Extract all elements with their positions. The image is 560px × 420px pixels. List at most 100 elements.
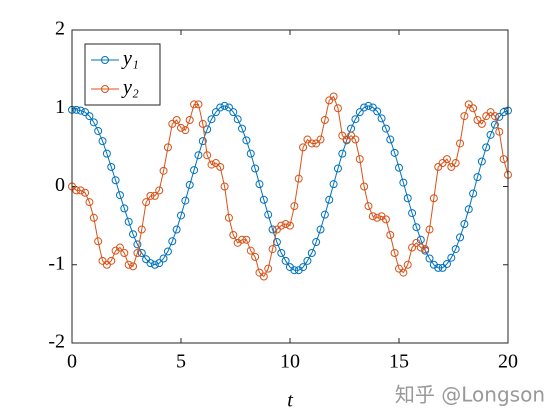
point bbox=[386, 231, 395, 240]
point bbox=[403, 194, 412, 203]
point bbox=[129, 230, 138, 239]
point bbox=[238, 235, 247, 244]
point bbox=[395, 264, 403, 273]
point bbox=[316, 225, 325, 234]
point bbox=[395, 163, 403, 172]
point bbox=[333, 164, 342, 173]
point bbox=[277, 249, 286, 258]
point bbox=[194, 100, 203, 109]
point bbox=[168, 119, 177, 128]
point bbox=[76, 106, 85, 115]
point bbox=[185, 180, 194, 189]
point bbox=[325, 96, 334, 105]
point bbox=[133, 249, 142, 258]
point bbox=[412, 238, 421, 247]
point bbox=[115, 243, 124, 252]
point bbox=[303, 256, 312, 265]
point bbox=[85, 198, 94, 207]
point bbox=[150, 260, 159, 269]
point bbox=[207, 115, 216, 124]
point bbox=[107, 162, 116, 171]
point bbox=[190, 166, 199, 175]
point bbox=[216, 162, 225, 171]
point bbox=[460, 220, 469, 229]
point bbox=[220, 182, 229, 191]
point bbox=[425, 225, 434, 234]
point bbox=[338, 149, 347, 158]
point bbox=[299, 143, 308, 152]
point bbox=[495, 127, 504, 136]
point bbox=[198, 119, 207, 128]
point bbox=[172, 225, 181, 234]
point bbox=[425, 254, 434, 263]
point bbox=[473, 115, 482, 124]
point bbox=[264, 210, 273, 219]
point bbox=[312, 238, 321, 247]
y-tick-label: 1 bbox=[55, 96, 65, 118]
point bbox=[233, 115, 242, 124]
series bbox=[68, 101, 512, 275]
point bbox=[268, 225, 277, 234]
point bbox=[490, 120, 499, 129]
point bbox=[325, 195, 334, 204]
point bbox=[473, 173, 482, 182]
point bbox=[102, 260, 111, 269]
point bbox=[76, 186, 85, 195]
point bbox=[477, 119, 486, 128]
point bbox=[98, 137, 107, 146]
point bbox=[272, 238, 281, 247]
point bbox=[177, 123, 185, 132]
point bbox=[290, 266, 299, 275]
point bbox=[81, 108, 90, 117]
point bbox=[163, 143, 172, 152]
point bbox=[142, 198, 151, 207]
point bbox=[299, 263, 308, 272]
point bbox=[486, 108, 495, 117]
point bbox=[355, 108, 364, 117]
point bbox=[451, 245, 460, 254]
point bbox=[355, 155, 364, 164]
point bbox=[408, 243, 417, 252]
point bbox=[377, 114, 386, 123]
point bbox=[181, 196, 190, 205]
point bbox=[408, 209, 417, 218]
point bbox=[307, 139, 316, 148]
point bbox=[207, 160, 216, 169]
point bbox=[124, 260, 133, 269]
point bbox=[155, 186, 164, 195]
point bbox=[316, 135, 325, 144]
y-tick-label: -1 bbox=[48, 252, 65, 274]
point bbox=[72, 105, 81, 114]
y-tick-label: 2 bbox=[55, 18, 65, 40]
point bbox=[368, 212, 377, 221]
point bbox=[238, 124, 247, 133]
point bbox=[290, 202, 299, 211]
point bbox=[203, 151, 212, 160]
point bbox=[115, 191, 124, 200]
point bbox=[211, 159, 220, 168]
y-tick-label: 0 bbox=[55, 174, 65, 196]
point bbox=[447, 162, 456, 171]
point bbox=[102, 149, 111, 158]
point bbox=[360, 182, 369, 191]
point bbox=[281, 256, 290, 265]
point bbox=[124, 217, 133, 226]
legend-marker bbox=[101, 56, 109, 64]
legend-marker bbox=[101, 85, 109, 93]
point bbox=[368, 103, 377, 112]
legend-label: y₁ bbox=[121, 48, 139, 70]
x-tick-label: 15 bbox=[389, 351, 409, 373]
legend: y₁ y₂ bbox=[84, 43, 161, 106]
x-tick-label: 0 bbox=[67, 351, 77, 373]
point bbox=[373, 213, 382, 222]
point bbox=[172, 115, 181, 124]
point bbox=[434, 162, 443, 171]
point bbox=[381, 124, 390, 133]
point bbox=[342, 135, 351, 144]
point bbox=[447, 253, 456, 262]
point bbox=[464, 100, 473, 109]
point bbox=[312, 139, 321, 148]
point bbox=[434, 263, 443, 272]
point bbox=[294, 174, 303, 183]
point bbox=[81, 188, 90, 197]
